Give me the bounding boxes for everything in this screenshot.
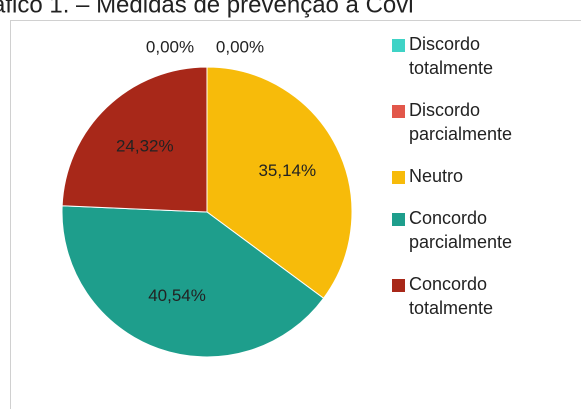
legend-item: Discordo totalmente	[392, 32, 572, 80]
pie-slice	[61, 66, 208, 213]
legend-label: Concordo totalmente	[409, 274, 494, 318]
data-label: 40,54%	[148, 286, 206, 305]
legend-label: Neutro	[409, 166, 464, 186]
chart-title: áfico 1. – Medidas de prevenção à Covi	[0, 0, 414, 18]
legend-swatch	[392, 39, 405, 52]
legend-label: Discordo totalmente	[409, 34, 494, 78]
data-label: 0,00%	[146, 37, 194, 56]
legend-item: Discordo parcialmente	[392, 98, 572, 146]
legend-item: Concordo totalmente	[392, 272, 572, 320]
pie-slice	[206, 66, 353, 299]
pie-slice	[61, 205, 325, 358]
legend-label: Discordo parcialmente	[409, 100, 513, 144]
frame	[10, 20, 581, 409]
legend-swatch	[392, 171, 405, 184]
legend-swatch	[392, 105, 405, 118]
legend-label: Concordo parcialmente	[409, 208, 513, 252]
legend-item: Neutro	[392, 164, 572, 188]
data-label: 0,00%	[216, 37, 264, 56]
data-label: 35,14%	[258, 161, 316, 180]
data-label: 24,32%	[116, 137, 174, 156]
legend-swatch	[392, 213, 405, 226]
legend: Discordo totalmente Discordo parcialmente…	[392, 32, 572, 338]
legend-swatch	[392, 279, 405, 292]
legend-item: Concordo parcialmente	[392, 206, 572, 254]
